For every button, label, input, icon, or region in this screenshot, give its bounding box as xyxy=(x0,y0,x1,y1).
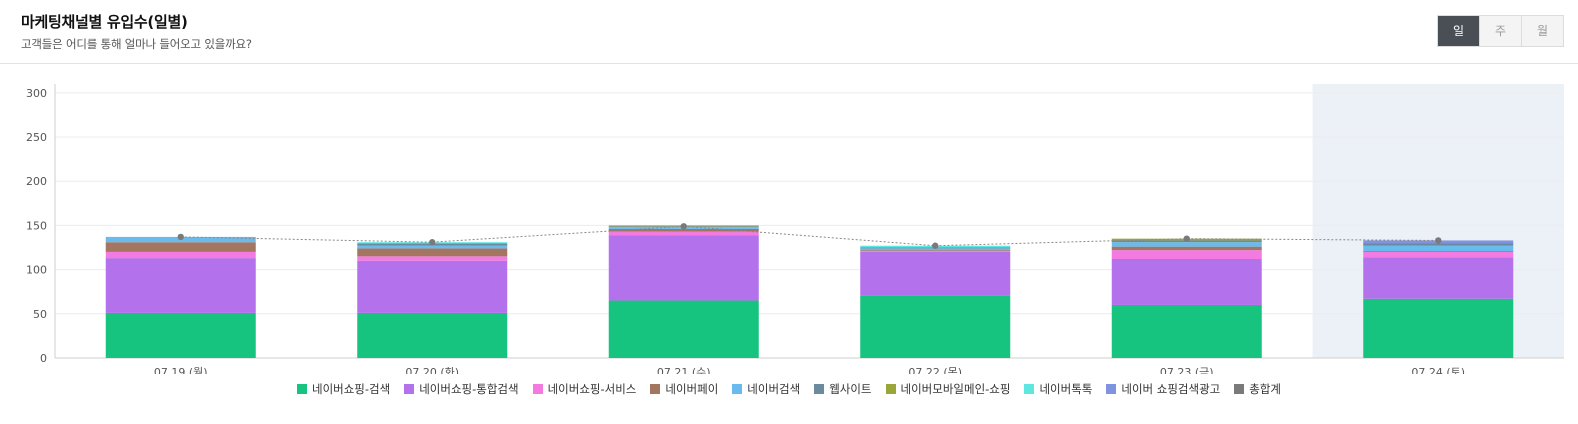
legend-swatch xyxy=(1024,384,1035,394)
period-month-button[interactable]: 월 xyxy=(1521,16,1563,46)
legend-swatch xyxy=(1106,384,1117,394)
total-line xyxy=(180,225,1439,247)
bar-segment xyxy=(357,256,508,261)
total-point xyxy=(429,239,436,246)
legend-swatch xyxy=(532,384,543,394)
bar-segment xyxy=(1111,304,1262,358)
bar-segment xyxy=(357,245,508,249)
chart-area: 0 50 100 150 200 250 300 07.19 (월) 07.20 (화) 07.2… xyxy=(0,64,1578,374)
bar-segment xyxy=(860,251,1011,252)
stacked-bar-chart: 0 50 100 150 200 250 300 07.19 (월) 07.20 (화) 07.2… xyxy=(26,84,1564,374)
bar-segment xyxy=(1111,259,1262,305)
legend-item[interactable]: 네이버쇼핑-검색 xyxy=(296,381,391,397)
legend-label: 웹사이트 xyxy=(829,382,872,396)
legend-label: 네이버모바일메인-쇼핑 xyxy=(900,382,1011,396)
legend-swatch xyxy=(732,384,743,394)
y-tick-label: 200 xyxy=(26,175,47,188)
total-point xyxy=(932,242,939,249)
legend-label: 네이버검색 xyxy=(747,382,801,396)
legend-label: 총합계 xyxy=(1249,382,1281,396)
bar-segment xyxy=(608,231,759,236)
legend-swatch xyxy=(296,384,307,394)
legend-item[interactable]: 총합계 xyxy=(1234,381,1281,397)
bar-segment xyxy=(105,312,256,358)
y-tick-label: 100 xyxy=(26,264,47,277)
period-day-button[interactable]: 일 xyxy=(1438,16,1479,46)
bar-segment xyxy=(105,258,256,313)
legend-label: 네이버쇼핑-검색 xyxy=(311,382,391,396)
legend-swatch xyxy=(650,384,661,394)
period-week-button[interactable]: 주 xyxy=(1479,16,1521,46)
legend-label: 네이버쇼핑-통합검색 xyxy=(419,382,519,396)
x-tick-label: 07.24 (토) xyxy=(1411,366,1465,374)
bar-segment xyxy=(357,312,508,358)
bar-segment xyxy=(608,235,759,301)
legend-label: 네이버톡톡 xyxy=(1039,382,1093,396)
bar-segment xyxy=(608,300,759,358)
x-tick-label: 07.20 (화) xyxy=(405,366,459,374)
total-point xyxy=(177,233,184,241)
legend-item[interactable]: 네이버쇼핑-서비스 xyxy=(532,381,637,397)
legend-item[interactable]: 웹사이트 xyxy=(814,381,872,397)
x-tick-label: 07.19 (월) xyxy=(154,366,208,374)
bar-segment xyxy=(860,250,1011,252)
legend-item[interactable]: 네이버검색 xyxy=(732,381,800,397)
total-point xyxy=(1435,237,1442,244)
chart-header: 마케팅채널별 유입수(일별) 고객들은 어디를 통해 얼마나 들어오고 있을까요… xyxy=(0,0,1578,64)
bar-segment xyxy=(860,248,1011,251)
total-point xyxy=(680,223,687,230)
x-tick-label: 07.21 (수) xyxy=(657,366,711,374)
page-title: 마케팅채널별 유입수(일별) xyxy=(21,13,188,31)
y-tick-label: 300 xyxy=(26,87,47,100)
bar-segment xyxy=(1363,298,1514,358)
page-subtitle: 고객들은 어디를 통해 얼마나 들어오고 있을까요? xyxy=(21,37,252,51)
bar-segment xyxy=(1111,246,1262,251)
y-tick-label: 0 xyxy=(40,352,47,365)
bar-segment xyxy=(1363,245,1514,252)
legend-item[interactable]: 네이버 쇼핑검색광고 xyxy=(1106,381,1220,397)
bar-segment xyxy=(1363,251,1514,258)
bar-segment xyxy=(1363,251,1514,252)
x-tick-label: 07.22 (목) xyxy=(908,366,962,374)
x-tick-label: 07.23 (금) xyxy=(1160,366,1214,374)
y-tick-label: 50 xyxy=(33,308,47,321)
legend-item[interactable]: 네이버페이 xyxy=(650,381,718,397)
legend-swatch xyxy=(1234,384,1245,394)
total-point xyxy=(1183,235,1190,242)
legend-label: 네이버쇼핑-서비스 xyxy=(547,382,637,396)
legend-swatch xyxy=(885,384,896,394)
bar-segment xyxy=(357,260,508,313)
y-tick-label: 150 xyxy=(26,219,47,232)
legend-label: 네이버페이 xyxy=(665,382,719,396)
legend-label: 네이버 쇼핑검색광고 xyxy=(1121,382,1221,396)
legend-item[interactable]: 네이버톡톡 xyxy=(1024,381,1092,397)
legend-item[interactable]: 네이버쇼핑-통합검색 xyxy=(404,381,519,397)
bar-segment xyxy=(860,251,1011,296)
bar-segment xyxy=(1111,242,1262,247)
bar-segment xyxy=(860,295,1011,358)
period-toggle: 일 주 월 xyxy=(1437,15,1564,47)
bar-segment xyxy=(1363,257,1514,299)
bar-segment xyxy=(105,251,256,259)
legend-item[interactable]: 네이버모바일메인-쇼핑 xyxy=(885,381,1011,397)
bar-segment xyxy=(105,242,256,252)
legend-swatch xyxy=(814,384,825,394)
y-tick-label: 250 xyxy=(26,131,47,144)
bar-segment xyxy=(1363,243,1514,246)
bar-segment xyxy=(1111,250,1262,260)
bar-segment xyxy=(608,228,759,232)
legend-swatch xyxy=(404,384,415,394)
bar-segment xyxy=(357,248,508,257)
chart-legend: 네이버쇼핑-검색 네이버쇼핑-통합검색 네이버쇼핑-서비스 네이버페이 네이버검색 웹사이… xyxy=(0,381,1578,397)
